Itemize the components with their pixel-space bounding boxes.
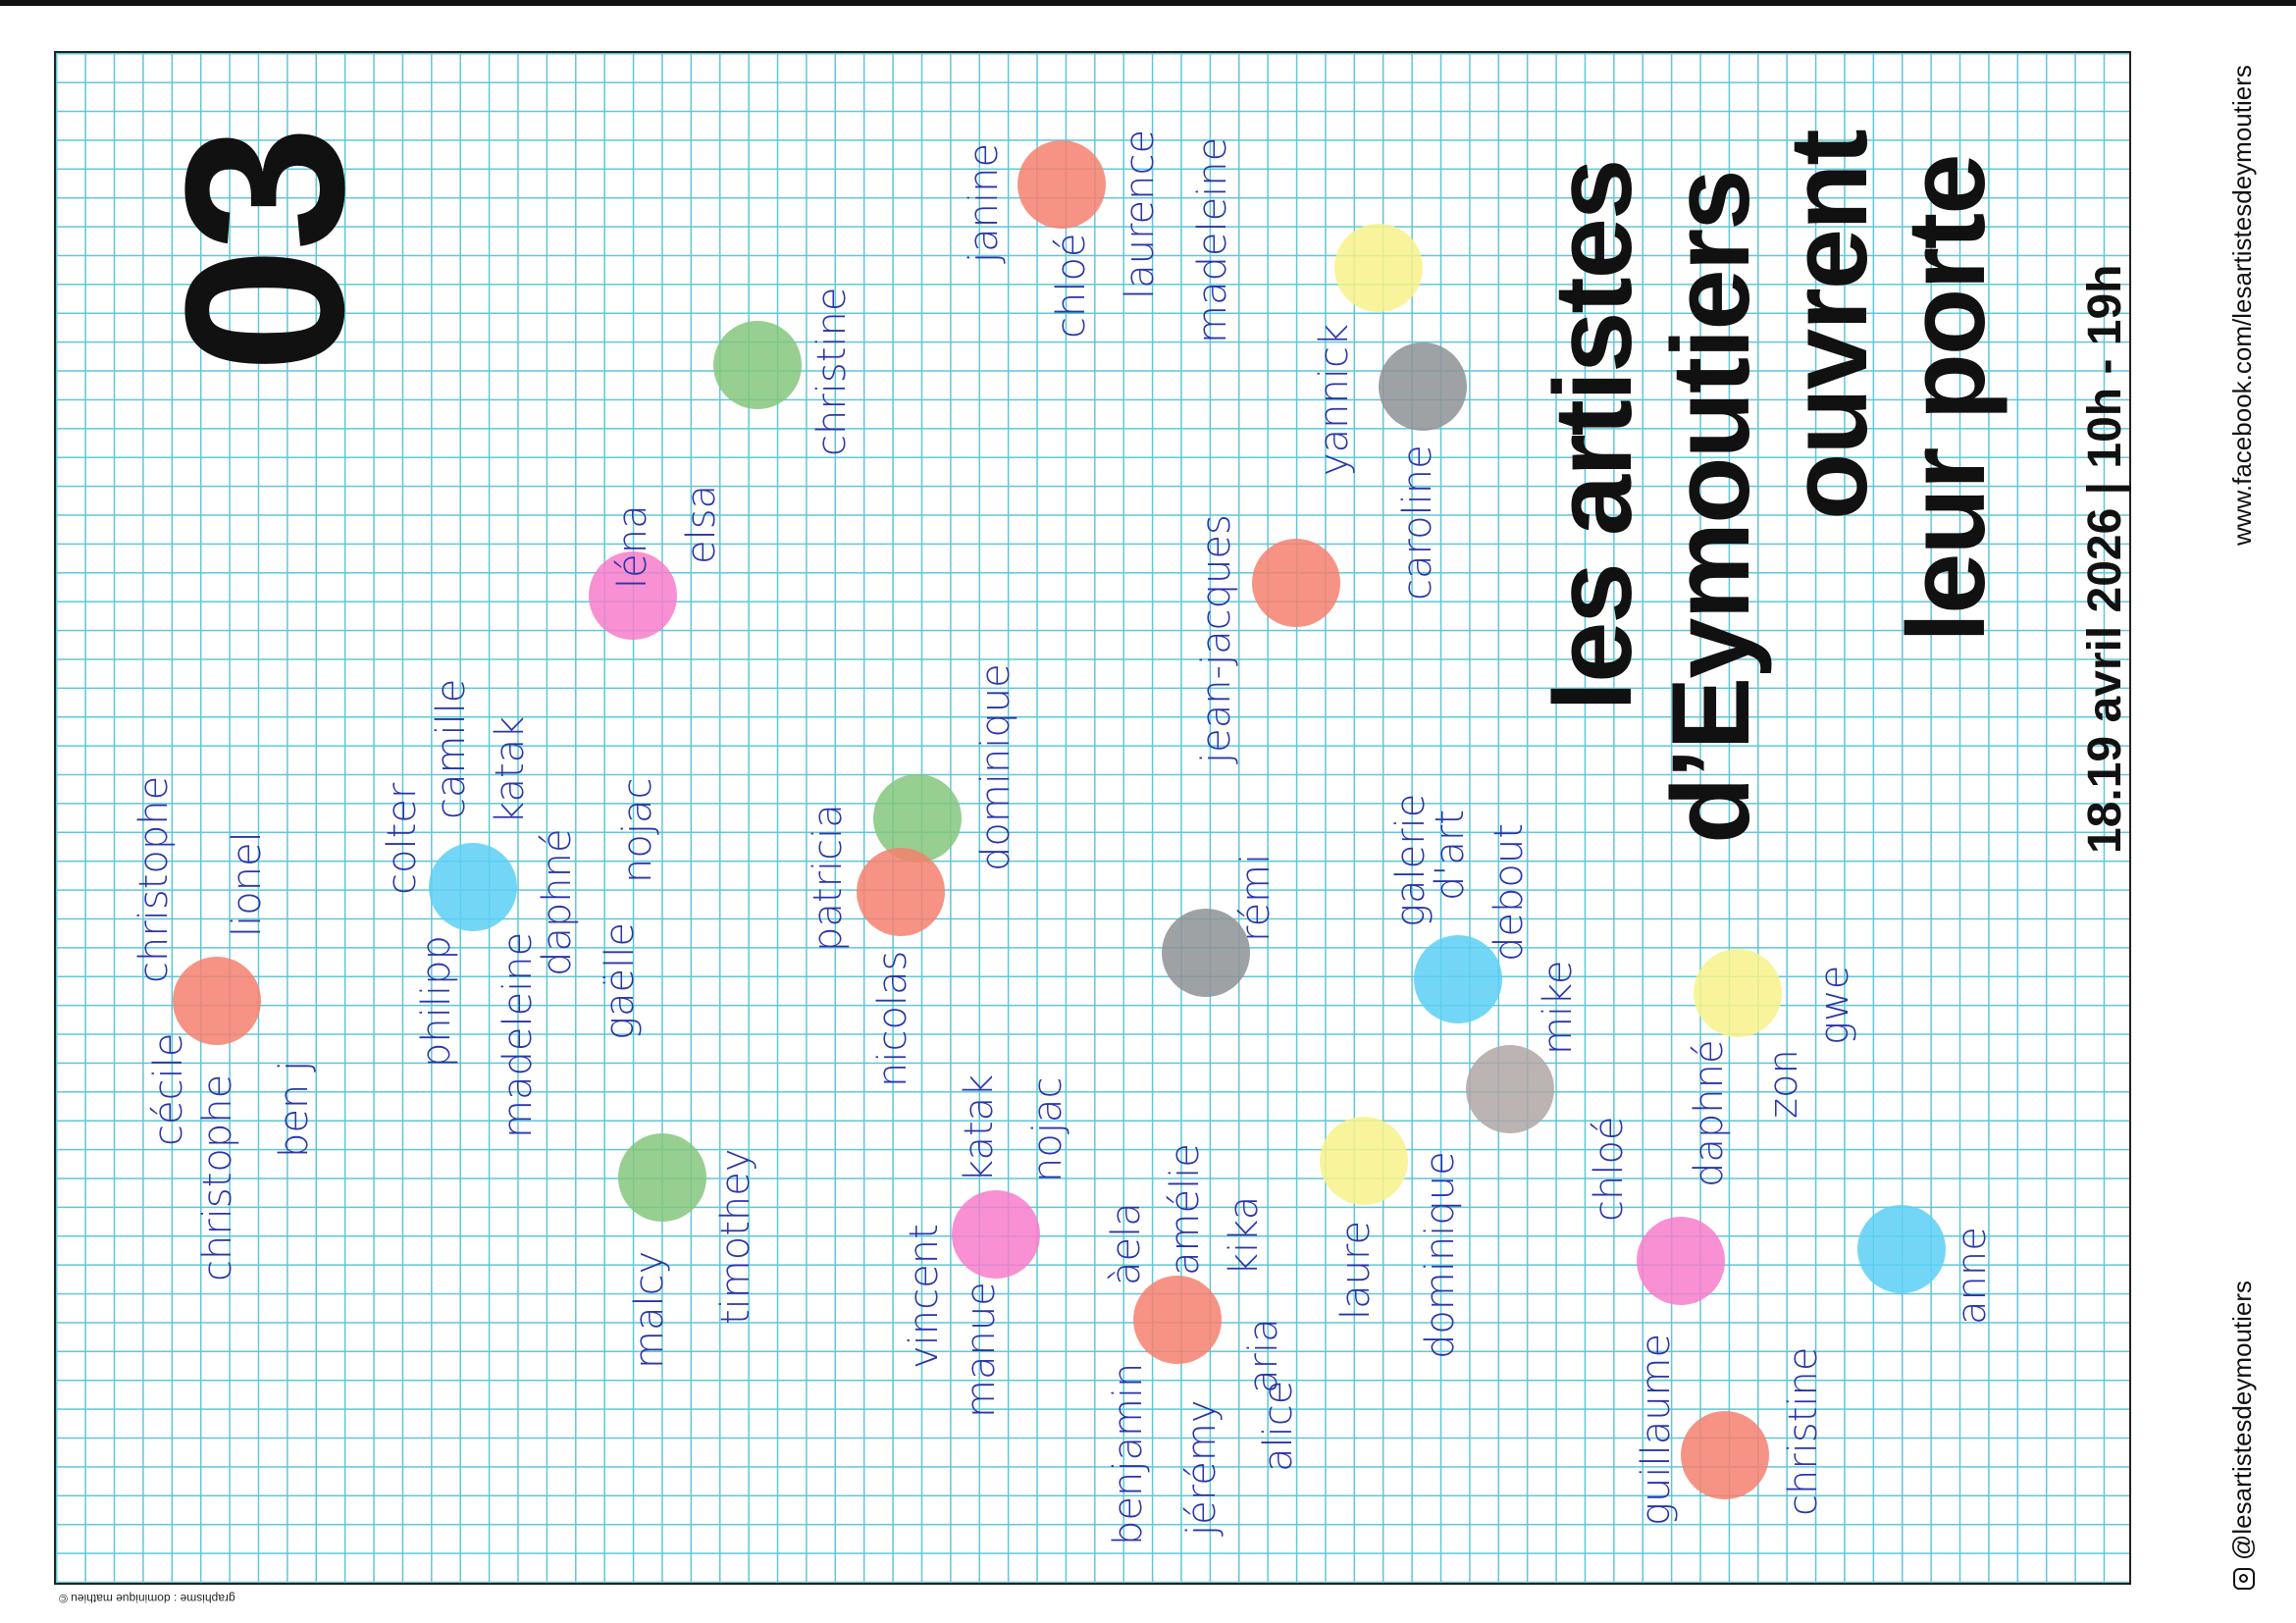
title-line-3: ouvrent [1767, 131, 1890, 520]
artist-name: laure [1333, 1220, 1379, 1320]
dot-red [1018, 140, 1106, 229]
artist-name: debout [1487, 823, 1532, 962]
dot-green [713, 321, 802, 409]
dot-red [857, 848, 945, 936]
artist-name: yannick [1312, 323, 1357, 476]
dot-grey [1162, 909, 1250, 997]
artist-name: léna [610, 504, 655, 589]
artist-name: gaëlle [598, 922, 643, 1040]
artist-name: gwe [1812, 965, 1857, 1045]
artist-name: daphné [535, 828, 580, 976]
dot-yellow [1334, 224, 1423, 312]
artist-name: ben j [272, 1060, 317, 1158]
artist-name: nojac [1025, 1076, 1070, 1182]
artist-name: dominique [973, 663, 1018, 871]
dot-red [1133, 1276, 1222, 1364]
dot-red [1252, 539, 1340, 627]
artist-name: rémi [1233, 853, 1278, 942]
dot-yellow [1320, 1117, 1408, 1205]
title-line-1: les artistes [1532, 160, 1654, 711]
dot-red [173, 957, 261, 1045]
artist-name: benjamin [1106, 1362, 1151, 1545]
dot-yellow [1694, 949, 1782, 1037]
artist-name: jérémy [1179, 1399, 1225, 1536]
artist-name: aria [1241, 1318, 1286, 1393]
artist-name: caroline [1395, 445, 1440, 601]
dot-pink [952, 1190, 1040, 1279]
facebook-link[interactable]: www.facebook.com/lesartistesdeymoutiers [2227, 65, 2257, 546]
artist-name: d'art [1428, 809, 1473, 901]
dot-blue [1414, 935, 1502, 1023]
artist-name: àela [1104, 1202, 1149, 1285]
artist-name: patricia [806, 804, 851, 952]
artist-name: chloé [1587, 1116, 1632, 1222]
instagram-icon [2233, 1568, 2256, 1590]
poster-number: 03 [138, 130, 391, 373]
artist-name: philipp [414, 935, 459, 1068]
artist-name: anne [1950, 1227, 1995, 1325]
top-edge-line [0, 0, 2296, 6]
instagram-handle: @lesartistesdeymoutiers [2227, 1280, 2257, 1560]
dot-blue [1857, 1205, 1946, 1293]
artist-name: camille [429, 678, 474, 819]
dot-blue [429, 843, 517, 931]
artist-name: madeleine [496, 931, 541, 1138]
artist-name: amélie [1163, 1143, 1208, 1276]
artist-name: christine [809, 287, 855, 457]
title-line-4: leur porte [1885, 155, 2008, 643]
instagram-handle-group[interactable]: @lesartistesdeymoutiers [2227, 1280, 2257, 1590]
dot-pink [1637, 1217, 1725, 1305]
artist-name: laurence [1118, 129, 1163, 299]
dot-pink [589, 551, 677, 640]
title-line-2: d’Eymoutiers [1649, 171, 1772, 844]
artist-name: chloé [1049, 233, 1094, 339]
dot-red [1681, 1411, 1769, 1499]
artist-name: cécile [146, 1032, 191, 1146]
artist-name: christine [1781, 1346, 1826, 1517]
graph-paper-background [54, 51, 2131, 1585]
artist-name: colter [380, 782, 425, 895]
artist-name: christophe [131, 775, 177, 983]
artist-name: mike [1536, 960, 1581, 1055]
event-dates: 18.19 avril 2026 | 10h - 19h [2079, 264, 2131, 855]
artist-name: madeleine [1190, 136, 1235, 343]
artist-name: galerie [1388, 793, 1434, 927]
artist-name: guillaume [1634, 1333, 1679, 1526]
artist-name: alice [1256, 1380, 1301, 1472]
artist-name: lionel [225, 831, 270, 937]
dot-grey [1379, 342, 1467, 431]
artist-name: vincent [902, 1224, 947, 1369]
artist-name: dominique [1418, 1151, 1463, 1359]
artist-name: elsa [679, 484, 724, 564]
artist-name: malcy [627, 1250, 672, 1369]
artist-name: christophe [195, 1073, 240, 1282]
artist-name: katak [488, 715, 533, 824]
dot-taupe [1466, 1045, 1554, 1133]
artist-name: katak [957, 1073, 1002, 1182]
artist-name: manue [959, 1282, 1004, 1418]
artist-name: janine [962, 142, 1007, 263]
artist-name: daphné [1687, 1039, 1732, 1187]
design-credit: graphisme : dominique mathieu © [59, 1592, 235, 1605]
artist-name: jean-jacques [1194, 514, 1239, 763]
artist-name: nojac [615, 777, 660, 883]
artist-name: nicolas [870, 950, 915, 1087]
artist-name: kika [1222, 1195, 1267, 1276]
dot-green [873, 774, 962, 863]
dot-green [618, 1133, 706, 1222]
artist-name: zon [1761, 1049, 1806, 1119]
artist-name: timothey [713, 1148, 758, 1325]
